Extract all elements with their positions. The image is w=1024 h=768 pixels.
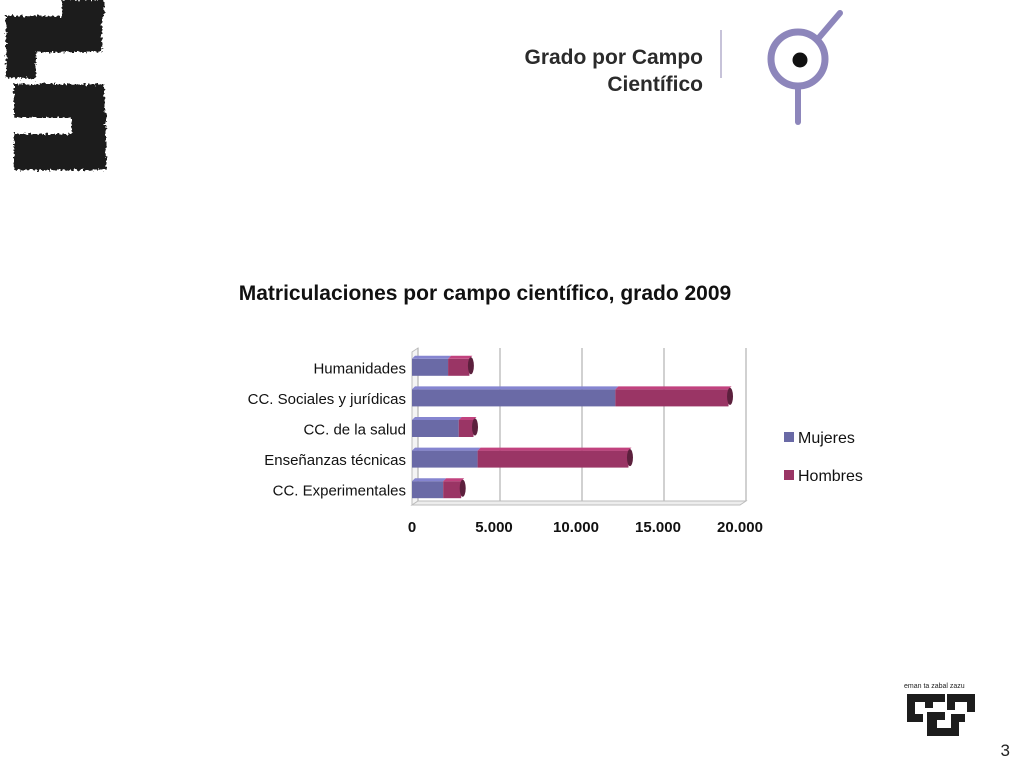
category-label: CC. Sociales y jurídicas <box>248 391 406 408</box>
x-tick-label: 0 <box>408 519 416 536</box>
bar-end-cap-1 <box>727 387 734 405</box>
category-label: Humanidades <box>313 360 406 377</box>
x-tick-label: 10.000 <box>553 519 599 536</box>
page-title-line2: Científico <box>607 73 703 96</box>
decorative-five-graphic <box>6 0 106 170</box>
page-number: 3 <box>1000 741 1010 760</box>
bar-end-cap-4 <box>459 479 466 497</box>
bar-mujeres-1 <box>412 389 616 407</box>
logo-motto: eman ta zabal zazu <box>904 683 965 690</box>
chart-legend: Mujeres Hombres <box>784 430 863 485</box>
chart-floor <box>410 500 748 506</box>
chart-title: Matriculaciones por campo científico, gr… <box>239 282 731 305</box>
category-label: Enseñanzas técnicas <box>264 452 406 469</box>
category-label: CC. Experimentales <box>273 483 406 500</box>
page-title: Grado por Campo Científico <box>524 44 703 98</box>
university-logo: eman ta zabal zazu <box>904 683 975 736</box>
bar-hombres-4 <box>443 481 462 499</box>
legend-label-mujeres: Mujeres <box>798 430 855 447</box>
bar-mujeres-4 <box>412 481 444 499</box>
x-tick-label: 20.000 <box>717 519 763 536</box>
bar-top-hombres-1 <box>615 386 732 390</box>
bar-hombres-3 <box>477 450 629 468</box>
bar-end-cap-0 <box>467 357 474 375</box>
bar-hombres-1 <box>615 389 729 407</box>
x-tick-label: 15.000 <box>635 519 681 536</box>
page-title-line1: Grado por Campo <box>524 46 703 69</box>
bar-end-cap-3 <box>626 449 633 467</box>
x-tick-label: 5.000 <box>475 519 513 536</box>
bar-top-hombres-3 <box>477 447 632 451</box>
legend-swatch-mujeres <box>784 432 794 442</box>
bar-top-mujeres-1 <box>412 386 619 390</box>
bar-top-mujeres-0 <box>412 355 452 359</box>
bar-hombres-0 <box>448 358 470 376</box>
legend-swatch-hombres <box>784 470 794 480</box>
legend-label-hombres: Hombres <box>798 468 863 485</box>
bar-top-mujeres-3 <box>412 447 481 451</box>
bar-top-hombres-0 <box>448 355 473 359</box>
bar-mujeres-2 <box>412 420 459 437</box>
bar-top-hombres-4 <box>443 478 465 482</box>
bar-mujeres-3 <box>412 450 478 468</box>
category-label: CC. de la salud <box>303 422 406 439</box>
bar-top-mujeres-4 <box>412 478 447 482</box>
header-divider <box>720 30 722 78</box>
bar-end-cap-2 <box>472 418 478 436</box>
bar-hombres-2 <box>458 420 474 437</box>
bar-mujeres-0 <box>412 358 449 376</box>
bar-top-hombres-2 <box>458 417 477 420</box>
science-symbol-icon <box>767 10 843 125</box>
bar-top-mujeres-2 <box>412 417 462 420</box>
